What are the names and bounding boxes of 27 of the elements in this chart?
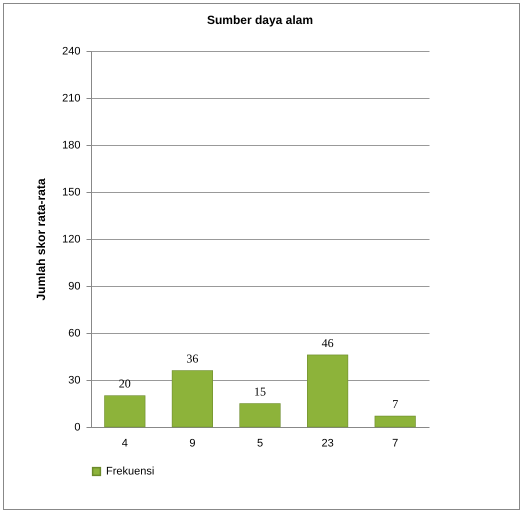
- data-label: 46: [322, 336, 334, 350]
- data-label: 15: [254, 384, 266, 398]
- bar: [374, 416, 416, 428]
- y-tick-label: 150: [62, 186, 80, 198]
- x-tick-label: 7: [392, 438, 398, 450]
- y-tick-label: 60: [68, 328, 80, 340]
- y-tick-label: 240: [62, 46, 80, 58]
- y-tick-label: 0: [74, 422, 80, 434]
- y-tick-label: 90: [68, 280, 80, 292]
- x-tick-label: 23: [321, 438, 334, 450]
- bar: [239, 403, 281, 428]
- data-label: 36: [186, 352, 198, 366]
- x-tick-label: 4: [122, 438, 128, 450]
- data-label: 20: [118, 376, 131, 391]
- legend-label: Frekuensi: [106, 466, 154, 478]
- y-tick-label: 120: [62, 234, 80, 246]
- bar: [172, 370, 213, 428]
- y-axis-title: Jumlah skor rata-rata: [34, 178, 48, 301]
- y-tick-label: 180: [62, 140, 80, 152]
- bar: [307, 354, 348, 428]
- chart-title: Sumber daya alam: [206, 13, 314, 27]
- bar: [104, 395, 146, 428]
- y-tick-label: 210: [62, 92, 80, 104]
- y-tick-label: 30: [68, 374, 80, 386]
- x-tick-label: 5: [256, 438, 264, 450]
- x-tick-label: 9: [189, 438, 196, 450]
- data-label: 7: [392, 397, 398, 412]
